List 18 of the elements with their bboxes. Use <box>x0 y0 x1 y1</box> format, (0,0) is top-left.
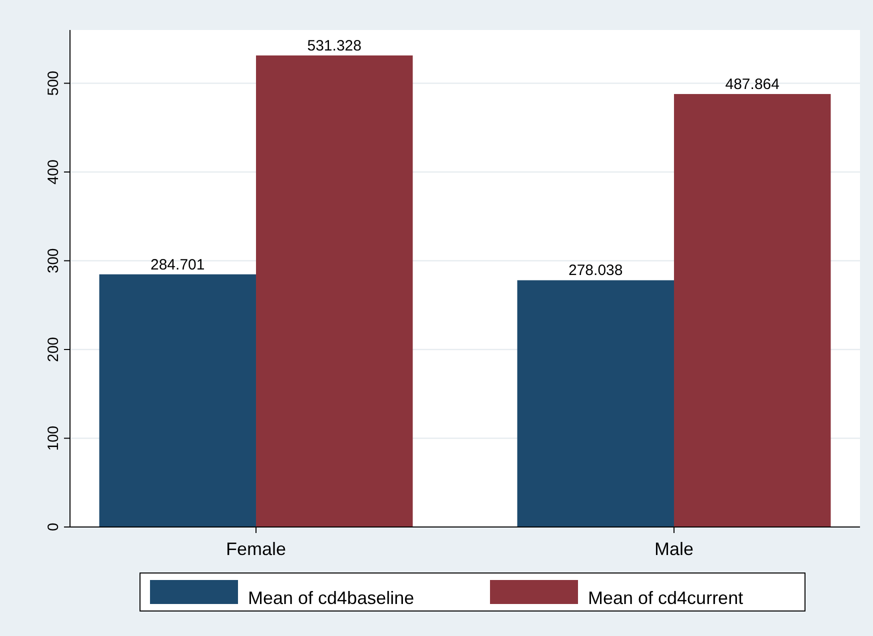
data-label: 487.864 <box>725 76 780 94</box>
bar <box>517 280 674 527</box>
x-tick-label: Male <box>654 539 694 559</box>
y-tick-label: 500 <box>45 70 62 96</box>
data-label: 284.701 <box>150 256 205 274</box>
y-tick-label: 300 <box>45 248 62 274</box>
legend-label: Mean of cd4baseline <box>248 588 414 608</box>
y-tick-label: 100 <box>45 426 62 451</box>
y-tick-label: 400 <box>45 159 62 185</box>
legend-label: Mean of cd4current <box>588 588 744 608</box>
bar <box>99 274 256 527</box>
y-tick-label: 0 <box>45 522 62 532</box>
bar <box>674 94 831 527</box>
y-tick-label: 200 <box>45 336 62 362</box>
x-tick-label: Female <box>226 539 286 559</box>
bar <box>256 55 413 527</box>
data-label: 278.038 <box>568 262 623 280</box>
data-label: 531.328 <box>307 37 362 54</box>
